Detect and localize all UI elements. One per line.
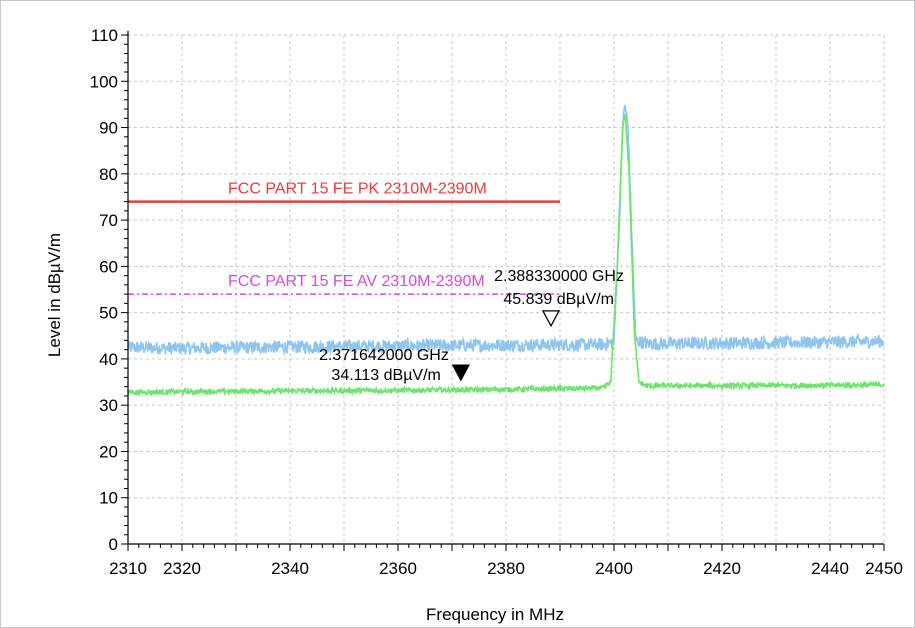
marker-1-frequency: 2.371642000 GHz [319,347,449,364]
y-tick-label: 60 [99,257,118,276]
limit-line-label-1: FCC PART 15 FE PK 2310M-2390M [228,181,487,198]
y-tick-label: 30 [99,396,118,415]
y-axis-title: Level in dBµV/m [45,233,64,357]
x-tick-label: 2310 [109,559,147,578]
trace-1 [127,105,885,356]
x-tick-label: 2440 [811,559,849,578]
marker-2-level: 45.839 dBµV/m [503,291,614,308]
y-tick-label: 110 [91,26,118,45]
y-tick-label: 50 [99,304,118,323]
y-tick-label: 10 [99,489,118,508]
marker-1-triangle [451,364,470,382]
y-tick-label: 100 [90,72,118,91]
x-tick-label: 2340 [271,559,309,578]
series-traces [127,105,885,398]
y-tick-label: 70 [99,211,118,230]
marker-2-frequency: 2.388330000 GHz [494,268,624,285]
x-axis-title: Frequency in MHz [426,605,564,624]
x-tick-label: 2400 [595,559,633,578]
x-tick-label: 2320 [163,559,201,578]
x-tick-label: 2360 [379,559,417,578]
limit-lines: FCC PART 15 FE PK 2310M-2390M FCC PART 15… [128,181,560,295]
y-tick-label: 20 [99,442,118,461]
y-tick-label: 40 [99,350,118,369]
x-tick-label: 2420 [703,559,741,578]
x-tick-label: 2450 [865,559,903,578]
y-tick-label: 90 [99,119,118,138]
markers: 2.371642000 GHz 34.113 dBµV/m 2.388330000 … [319,268,624,384]
tick-labels: 0 10 20 30 40 50 60 70 80 90 100 110 2310 2320 2340 236… [90,26,903,578]
y-tick-label: 80 [99,165,118,184]
y-tick-label: 0 [109,535,118,554]
grid [128,34,885,544]
x-tick-label: 2380 [487,559,525,578]
trace-2 [127,113,885,398]
limit-line-label-2: FCC PART 15 FE AV 2310M-2390M [228,273,485,290]
marker-2-triangle [541,310,561,328]
marker-1-level: 34.113 dBµV/m [331,367,440,384]
axes [121,31,885,551]
